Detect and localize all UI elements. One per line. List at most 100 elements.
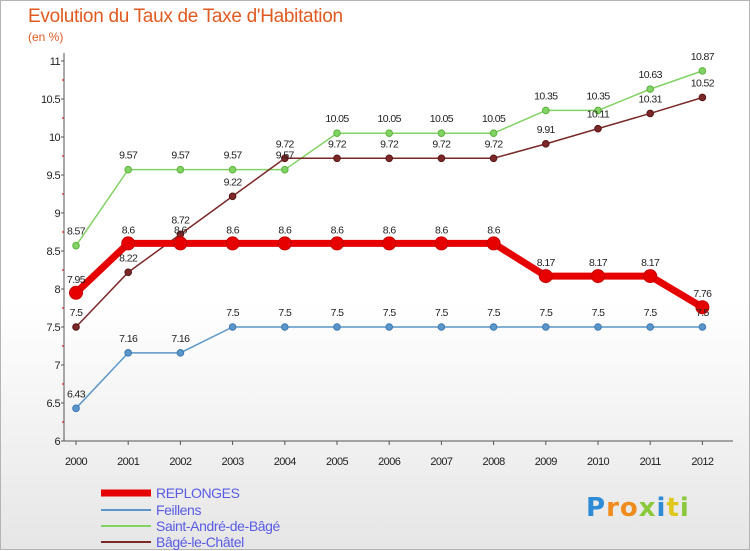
data-point <box>695 300 710 315</box>
data-label: 9.57 <box>119 150 138 162</box>
data-point <box>281 154 289 163</box>
data-label: 7.5 <box>696 307 710 319</box>
y-tick-label: 9.5 <box>47 170 61 182</box>
data-point <box>333 129 341 137</box>
data-label: 10.52 <box>691 77 715 89</box>
axes <box>63 53 733 442</box>
data-point <box>228 323 237 331</box>
data-label: 8.6 <box>435 224 449 236</box>
data-label: 10.87 <box>691 51 715 63</box>
data-point <box>121 236 136 251</box>
data-point <box>173 236 188 251</box>
x-tick-label: 2004 <box>274 456 297 468</box>
data-point <box>72 323 80 331</box>
data-label: 7.95 <box>67 274 86 286</box>
data-label: 9.22 <box>224 176 243 188</box>
data-label: 8.17 <box>641 257 660 269</box>
data-point <box>225 236 240 251</box>
data-label: 9.91 <box>537 124 556 136</box>
series-line-1 <box>75 326 703 409</box>
data-point <box>434 236 449 251</box>
x-tick-label: 2000 <box>65 456 88 468</box>
proxiti-logo: Proxiti <box>586 493 690 523</box>
data-point <box>281 165 289 174</box>
data-point <box>385 323 394 331</box>
unit-label: (en %) <box>28 30 64 44</box>
data-label: 8.6 <box>278 224 292 236</box>
data-label: 10.35 <box>534 90 558 102</box>
data-label: 7.5 <box>226 307 240 319</box>
data-label: 9.57 <box>224 150 243 162</box>
y-tick-label: 8.5 <box>47 246 61 258</box>
data-point <box>333 154 341 163</box>
data-label: 8.17 <box>537 257 556 269</box>
data-point <box>228 192 237 201</box>
data-point <box>489 323 498 331</box>
y-tick-label: 6.5 <box>47 398 61 410</box>
data-label: 9.72 <box>328 138 347 150</box>
data-point <box>698 93 707 102</box>
data-labels: 8.57 9.57 9.57 9.57 9.57 10.05 10.05 10.05 10.05… <box>67 51 715 400</box>
data-point <box>333 323 341 331</box>
data-point <box>646 323 655 331</box>
y-tick-label: 10.5 <box>41 94 60 106</box>
data-label: 7.5 <box>592 307 606 319</box>
data-point <box>437 154 446 163</box>
data-label: 10.05 <box>430 113 454 125</box>
data-point <box>124 349 132 357</box>
data-label: 7.5 <box>278 307 292 319</box>
data-point <box>385 129 394 137</box>
data-label: 7.16 <box>119 333 138 345</box>
data-label: 9.72 <box>276 138 295 150</box>
x-tick-label: 2001 <box>117 456 140 468</box>
data-point <box>385 154 394 163</box>
x-tick-label: 2006 <box>378 456 401 468</box>
data-point <box>124 165 132 174</box>
data-label: 7.5 <box>644 307 658 319</box>
data-point <box>277 236 292 251</box>
data-label: 8.72 <box>171 214 190 226</box>
x-tick-label: 2008 <box>483 456 506 468</box>
data-label: 8.6 <box>174 224 188 236</box>
data-point <box>489 154 498 163</box>
data-label: 6.43 <box>67 388 86 400</box>
data-point <box>72 404 80 413</box>
x-tick-label: 2012 <box>691 456 714 468</box>
data-label: 9.72 <box>432 138 451 150</box>
logo-letter: t <box>666 493 680 523</box>
series-line-0 <box>73 239 705 311</box>
x-tick-label: 2002 <box>169 456 192 468</box>
x-axis-ticks: 2000 2001 2002 2003 2004 2005 2006 2007 2008 2009… <box>65 441 715 468</box>
data-label: 8.17 <box>589 257 608 269</box>
data-point <box>176 349 185 357</box>
data-point <box>486 236 501 251</box>
data-label: 7.5 <box>539 307 553 319</box>
data-point <box>72 241 80 250</box>
data-label: 9.57 <box>276 150 295 162</box>
y-tick-label: 7 <box>54 360 60 372</box>
data-point <box>281 323 289 331</box>
legend-label: REPLONGES <box>156 485 240 501</box>
data-point <box>591 269 605 284</box>
data-point <box>330 236 344 251</box>
y-tick-label: 10 <box>49 132 61 144</box>
data-label: 7.76 <box>693 288 712 300</box>
data-point <box>646 109 655 118</box>
data-point <box>542 323 550 331</box>
data-label: 8.6 <box>383 224 397 236</box>
data-point <box>124 268 132 277</box>
logo-letter: r <box>606 493 620 523</box>
logo-letter: x <box>638 493 657 523</box>
data-label: 9.72 <box>380 138 399 150</box>
data-point <box>437 323 446 331</box>
y-tick-label: 11 <box>50 56 61 68</box>
data-point <box>538 269 553 284</box>
legend-label: Feillens <box>156 502 201 518</box>
y-tick-label: 7.5 <box>47 322 61 334</box>
data-point <box>489 129 498 137</box>
data-label: 10.05 <box>378 113 402 125</box>
y-tick-label: 8 <box>54 284 60 296</box>
data-label: 10.35 <box>586 90 610 102</box>
